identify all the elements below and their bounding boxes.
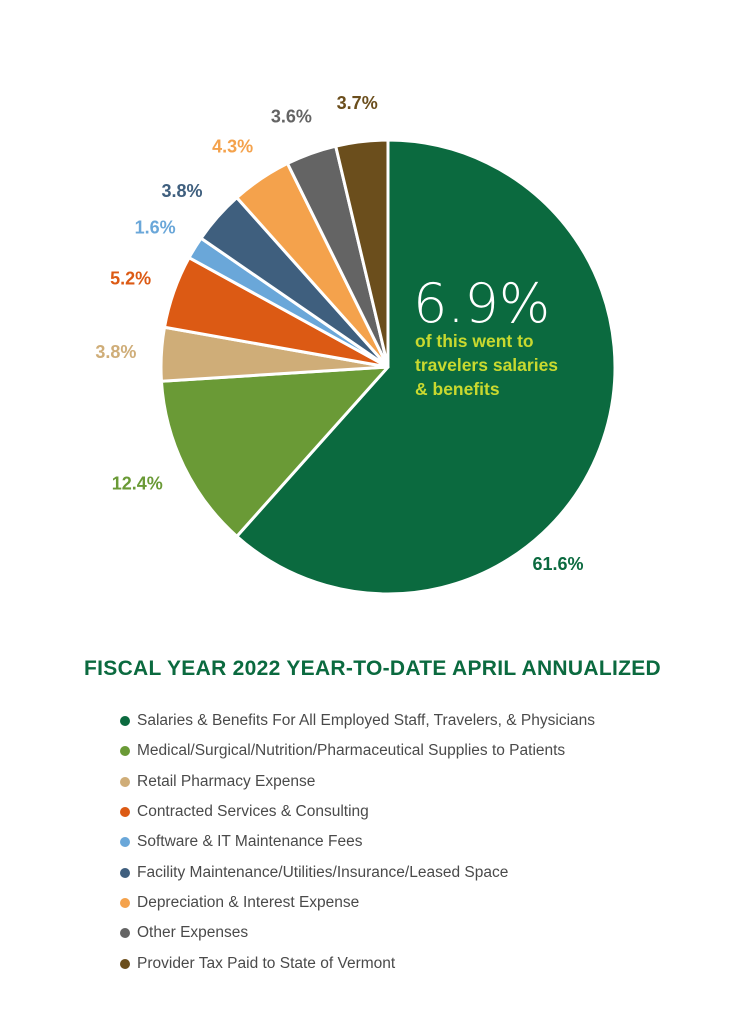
legend-swatch-3 bbox=[120, 807, 130, 818]
legend-label-7: Other Expenses bbox=[137, 924, 249, 942]
legend-label-5: Facility Maintenance/Utilities/Insurance… bbox=[137, 863, 509, 881]
legend-swatch-5 bbox=[120, 867, 130, 878]
legend-label-1: Medical/Surgical/Nutrition/Pharmaceutica… bbox=[137, 742, 566, 760]
legend-swatch-4 bbox=[120, 837, 130, 848]
pie-slice-8 bbox=[334, 138, 390, 369]
chart-title: FISCAL YEAR 2022 YEAR-TO-DATE APRIL ANNU… bbox=[84, 657, 661, 680]
pie-slice-1 bbox=[159, 365, 390, 538]
callout-value: 6.9% bbox=[413, 272, 550, 335]
pie-slice-labels: 61.6% 12.4% 3.8% 5.2% 1.6% 3.8% 4.3% 3.6% 3.7% bbox=[95, 93, 583, 574]
legend-item-5: Facility Maintenance/Utilities/Insurance… bbox=[120, 857, 595, 887]
pie-slice-label-1: 12.4% bbox=[112, 473, 163, 493]
legend-label-3: Contracted Services & Consulting bbox=[137, 803, 369, 821]
legend-swatch-6 bbox=[120, 897, 130, 908]
legend-item-3: Contracted Services & Consulting bbox=[120, 797, 595, 827]
legend-label-4: Software & IT Maintenance Fees bbox=[137, 833, 363, 851]
callout-line-1: of this went to bbox=[415, 331, 534, 351]
pie-slice-label-0: 61.6% bbox=[532, 554, 583, 574]
pie-slice-label-5: 3.8% bbox=[161, 181, 202, 201]
pie-slice-label-8: 3.7% bbox=[337, 93, 378, 113]
legend-item-1: Medical/Surgical/Nutrition/Pharmaceutica… bbox=[120, 736, 595, 766]
pie-slice-label-6: 4.3% bbox=[212, 137, 253, 157]
pie-chart: 61.6% 12.4% 3.8% 5.2% 1.6% 3.8% 4.3% 3.6% 3.7% 6… bbox=[95, 93, 617, 596]
pie-slice-label-2: 3.8% bbox=[95, 342, 136, 362]
legend-item-7: Other Expenses bbox=[120, 918, 595, 948]
legend-swatch-1 bbox=[120, 746, 130, 757]
callout-line-2: travelers salaries bbox=[415, 355, 558, 375]
legend-swatch-7 bbox=[120, 928, 130, 939]
legend-item-8: Provider Tax Paid to State of Vermont bbox=[120, 948, 595, 978]
legend-swatch-8 bbox=[120, 958, 130, 969]
chart-legend: Salaries & Benefits For All Employed Sta… bbox=[120, 706, 595, 979]
legend-label-0: Salaries & Benefits For All Employed Sta… bbox=[137, 712, 596, 730]
legend-label-8: Provider Tax Paid to State of Vermont bbox=[137, 954, 396, 972]
pie-callout: 6.9% of this went to travelers salaries … bbox=[413, 272, 558, 399]
legend-item-0: Salaries & Benefits For All Employed Sta… bbox=[120, 706, 595, 736]
legend-swatch-2 bbox=[120, 776, 130, 787]
pie-slice-label-4: 1.6% bbox=[135, 217, 176, 237]
legend-item-6: Depreciation & Interest Expense bbox=[120, 888, 595, 918]
legend-item-4: Software & IT Maintenance Fees bbox=[120, 827, 595, 857]
pie-slice-0 bbox=[235, 138, 617, 596]
pie-slice-label-3: 5.2% bbox=[110, 269, 151, 289]
legend-item-2: Retail Pharmacy Expense bbox=[120, 767, 595, 797]
pie-slices bbox=[159, 138, 617, 596]
callout-line-3: & benefits bbox=[415, 379, 500, 399]
legend-label-2: Retail Pharmacy Expense bbox=[137, 772, 316, 790]
pie-slice-label-7: 3.6% bbox=[271, 107, 312, 127]
legend-label-6: Depreciation & Interest Expense bbox=[137, 893, 360, 911]
legend-swatch-0 bbox=[120, 716, 130, 727]
